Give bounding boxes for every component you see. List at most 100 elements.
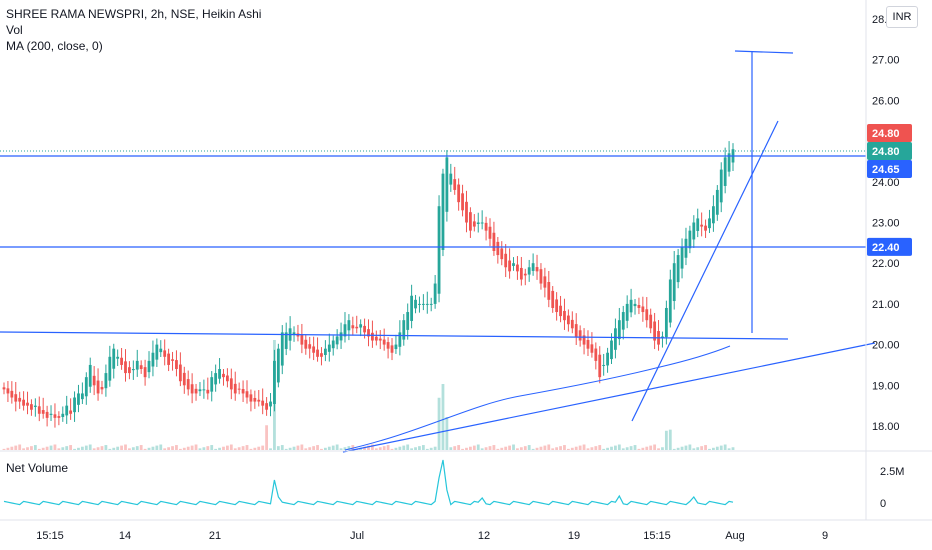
candle-body: [237, 388, 241, 390]
volume-bar: [288, 447, 292, 450]
drawing-tools[interactable]: [0, 50, 876, 453]
volume-bar: [492, 445, 496, 450]
candle-body: [614, 328, 617, 350]
volume-bar: [664, 430, 668, 450]
volume-bar: [100, 446, 104, 450]
volume-bar: [398, 446, 402, 450]
net-volume-axis[interactable]: 2.5M 0: [880, 466, 904, 510]
candle-body: [406, 312, 410, 330]
time-tick-label: 12: [478, 530, 490, 542]
candle-body: [339, 332, 343, 341]
volume-bar: [2, 448, 6, 450]
volume-bar: [402, 445, 406, 450]
volume-bar: [30, 446, 33, 450]
candle-body: [508, 260, 511, 272]
candle-body: [10, 390, 14, 398]
candle-body: [269, 401, 272, 407]
volume-bar: [178, 448, 182, 450]
volume-bar: [539, 446, 543, 450]
candle-body: [394, 344, 398, 350]
volume-bar: [347, 446, 351, 450]
candle-body: [343, 324, 347, 337]
ma-legend[interactable]: MA (200, close, 0): [6, 39, 103, 53]
candle-body: [261, 400, 265, 406]
candle-body: [312, 346, 316, 353]
time-tick-label: 19: [568, 530, 580, 542]
candle-body: [229, 378, 233, 390]
candle-body: [512, 263, 515, 266]
volume-bar: [237, 447, 241, 450]
volume-bar: [516, 448, 519, 450]
moving-average-line: [344, 345, 731, 451]
volume-bar: [461, 448, 464, 450]
volume-bar: [202, 447, 206, 450]
volume-legend[interactable]: Vol: [6, 23, 23, 37]
candle-body: [390, 345, 394, 353]
volume-bar: [406, 444, 410, 450]
volume-bar: [594, 446, 598, 450]
candle-body: [535, 267, 539, 272]
volume-bar: [112, 447, 116, 450]
time-tick-label: 14: [119, 530, 131, 542]
candle-body: [719, 169, 723, 203]
candle-body: [602, 364, 606, 366]
volume-bar: [531, 448, 535, 450]
candle-body: [668, 279, 672, 323]
volume-bar: [661, 447, 664, 450]
volume-bar: [543, 445, 547, 450]
time-tick-label: Aug: [725, 530, 745, 542]
candle-body: [516, 264, 519, 272]
symbol-title[interactable]: SHREE RAMA NEWSPRI, 2h, NSE, Heikin Ashi: [6, 7, 262, 21]
volume-bar: [672, 448, 676, 450]
price-axis[interactable]: 28.0027.0026.0025.0024.0023.0022.0021.00…: [872, 14, 900, 433]
volume-bar: [312, 446, 316, 450]
currency-button[interactable]: INR: [886, 6, 918, 28]
volume-bar: [496, 448, 500, 450]
candle-body: [327, 344, 331, 352]
candle-body: [49, 413, 53, 415]
net-volume-tick-label: 2.5M: [880, 466, 904, 478]
candle-body: [621, 312, 625, 330]
volume-bar: [49, 445, 53, 450]
candle-body: [18, 397, 22, 402]
candle-body: [449, 173, 453, 185]
volume-bar: [512, 444, 515, 450]
time-axis[interactable]: 15:15 14 21 Jul 12 19 15:15 Aug 9: [36, 530, 828, 542]
candle-body: [30, 404, 33, 410]
candle-body: [14, 394, 18, 402]
volume-bar: [41, 447, 45, 450]
volume-bar: [73, 448, 76, 450]
price-tick-label: 19.00: [872, 380, 900, 392]
candle-body: [488, 226, 492, 239]
candle-body: [672, 263, 676, 302]
volume-bar: [418, 446, 421, 450]
candle-body: [504, 253, 508, 268]
volume-bar: [382, 446, 386, 450]
volume-bar: [261, 445, 265, 450]
price-badge-label: 24.80: [872, 146, 900, 158]
volume-bar: [104, 445, 108, 450]
volume-bar: [367, 445, 370, 450]
candle-body: [128, 367, 131, 374]
volume-bar: [676, 447, 680, 450]
candle-body: [182, 372, 186, 386]
candle-body: [578, 330, 582, 341]
net-volume-title[interactable]: Net Volume: [6, 461, 69, 475]
candle-body: [323, 348, 327, 356]
volume-bar: [284, 448, 288, 450]
candle-body: [645, 309, 649, 321]
candle-body: [143, 367, 147, 378]
candle-body: [625, 303, 629, 321]
candle-body: [410, 295, 414, 321]
net-volume-tick-label: 0: [880, 498, 886, 510]
candle-body: [523, 273, 527, 276]
volume-bar: [610, 446, 613, 450]
candle-body: [371, 332, 374, 341]
candle-body: [233, 383, 237, 394]
candle-body: [80, 393, 84, 400]
volume-bar: [719, 445, 723, 450]
candle-body: [316, 349, 319, 357]
candle-body: [429, 303, 433, 305]
volume-bar: [53, 444, 57, 450]
